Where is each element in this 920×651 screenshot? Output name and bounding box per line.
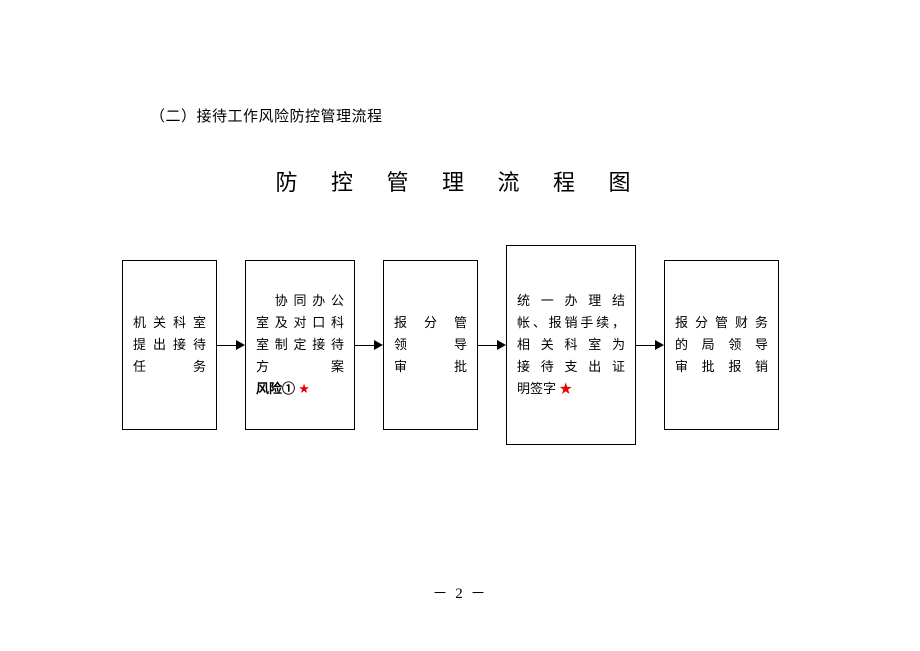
- flow-node-content: 报分管财务的局领导审批报销: [675, 312, 768, 378]
- flow-node-line: 相关科室为: [517, 334, 625, 356]
- flow-node-line: 明签字 ★: [517, 378, 625, 400]
- arrow-head-icon: [655, 340, 664, 350]
- flow-node-line: 报分管: [394, 312, 467, 334]
- arrow-head-icon: [374, 340, 383, 350]
- flow-node-line: 任务: [133, 356, 206, 378]
- flow-node-content: 协同办公室及对口科室制定接待方案风险① ★: [256, 290, 344, 400]
- flow-node-line: 统一办理结: [517, 290, 625, 312]
- risk-star-icon: ★: [556, 381, 572, 396]
- arrow-line: [478, 345, 497, 346]
- flowchart-container: 机关科室提出接待任务 协同办公室及对口科室制定接待方案风险① ★报分管领 导审 …: [122, 245, 779, 445]
- flow-arrow: [636, 340, 664, 350]
- flow-node-line: 协同办公: [256, 290, 344, 312]
- flow-node: 报分管领 导审 批: [383, 260, 478, 430]
- flow-node-line: 审批报销: [675, 356, 768, 378]
- flow-node: 报分管财务的局领导审批报销: [664, 260, 779, 430]
- flow-node: 机关科室提出接待任务: [122, 260, 217, 430]
- flow-node-line: 机关科室: [133, 312, 206, 334]
- flow-arrow: [478, 340, 506, 350]
- flow-node-line: 报分管财务: [675, 312, 768, 334]
- arrow-head-icon: [236, 340, 245, 350]
- flow-node-line: 接待支出证: [517, 356, 625, 378]
- flow-node-line: 室制定接待: [256, 334, 344, 356]
- flow-arrow: [217, 340, 245, 350]
- flow-node-content: 统一办理结帐、报销手续，相关科室为接待支出证明签字 ★: [517, 290, 625, 400]
- flow-node-line: 帐、报销手续，: [517, 312, 625, 334]
- flow-node-line: 审 批: [394, 356, 467, 378]
- arrow-head-icon: [497, 340, 506, 350]
- section-heading: （二）接待工作风险防控管理流程: [150, 105, 383, 126]
- arrow-line: [217, 345, 236, 346]
- arrow-line: [355, 345, 374, 346]
- flow-node-line: 方案: [256, 356, 344, 378]
- flow-node-line: 提出接待: [133, 334, 206, 356]
- flow-node-line: 的局领导: [675, 334, 768, 356]
- diagram-title: 防 控 管 理 流 程 图: [0, 165, 920, 197]
- flow-node-content: 机关科室提出接待任务: [133, 312, 206, 378]
- flow-node-line: 室及对口科: [256, 312, 344, 334]
- flow-node-line: 领 导: [394, 334, 467, 356]
- page-number: － 2 －: [0, 582, 920, 603]
- flow-node: 协同办公室及对口科室制定接待方案风险① ★: [245, 260, 355, 430]
- flow-node-content: 报分管领 导审 批: [394, 312, 467, 378]
- arrow-line: [636, 345, 655, 346]
- risk-star-icon: ★: [295, 381, 310, 396]
- flow-node: 统一办理结帐、报销手续，相关科室为接待支出证明签字 ★: [506, 245, 636, 445]
- risk-label: 风险①: [256, 381, 295, 396]
- flow-arrow: [355, 340, 383, 350]
- risk-label-line: 风险① ★: [256, 378, 344, 400]
